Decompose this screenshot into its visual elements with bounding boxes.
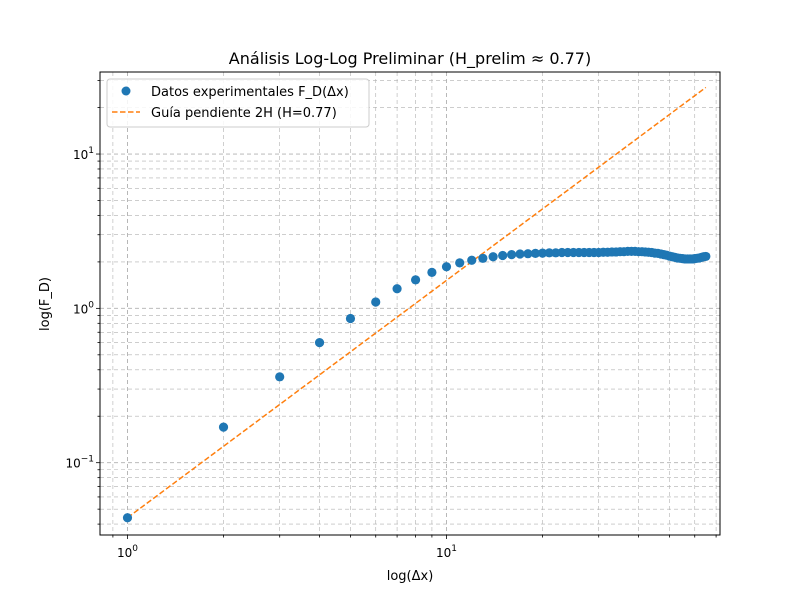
data-point (701, 251, 711, 262)
legend-marker-datos (121, 86, 131, 96)
x-tick-label: 100 (117, 544, 138, 560)
data-point (537, 248, 548, 258)
x-axis-label: log(Δx) (387, 569, 434, 584)
grid-major (100, 72, 720, 535)
legend: Datos experimentales F_D(Δx) Guía pendie… (106, 78, 370, 128)
data-point (488, 252, 498, 262)
data-point (455, 258, 465, 268)
guide-slope-line (127, 86, 707, 519)
data-point (410, 275, 421, 285)
data-point (441, 262, 452, 272)
grid-minor (100, 72, 720, 535)
legend-label-datos: Datos experimentales F_D(Δx) (151, 85, 349, 100)
y-tick-label: 10−1 (65, 455, 94, 471)
series-layer (122, 86, 711, 523)
data-point (515, 249, 525, 259)
data-point (122, 513, 133, 523)
data-point (530, 248, 541, 259)
data-point (218, 422, 229, 432)
x-tick-label: 101 (436, 544, 457, 560)
data-point (498, 250, 508, 261)
data-point (371, 297, 381, 307)
plot-frame (99, 71, 721, 536)
axis-ticks: 100 101 10−1 100 101 (65, 79, 717, 560)
data-point (392, 284, 402, 294)
data-point (345, 313, 356, 324)
data-point (314, 337, 325, 348)
data-point (467, 255, 477, 265)
data-point (478, 253, 488, 263)
chart-title: Análisis Log-Log Preliminar (H_prelim ≈ … (229, 49, 591, 69)
legend-box (106, 78, 370, 128)
data-point (544, 248, 554, 258)
data-point (427, 267, 437, 277)
y-axis-label: log(F_D) (38, 277, 53, 331)
data-point (507, 250, 517, 260)
data-point (275, 372, 285, 382)
y-tick-label: 100 (73, 300, 94, 316)
data-point (523, 249, 533, 259)
y-tick-label: 101 (73, 146, 94, 162)
legend-label-guia: Guía pendiente 2H (H=0.77) (151, 106, 337, 121)
